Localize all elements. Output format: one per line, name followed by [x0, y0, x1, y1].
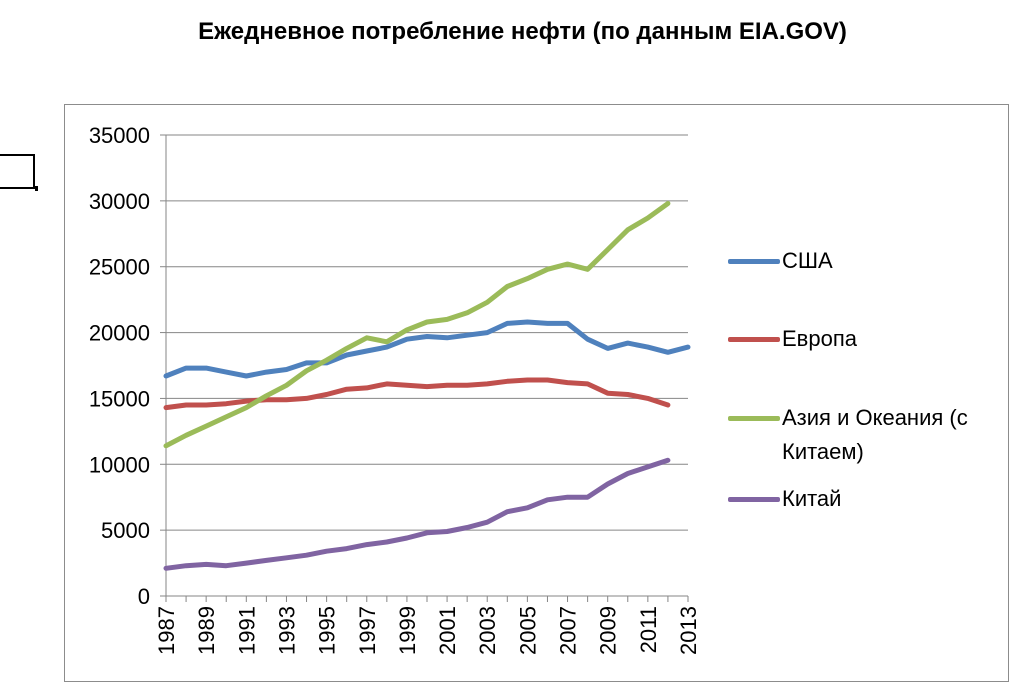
x-tick-label-0: 1987	[154, 606, 179, 655]
stray-box-shape	[0, 154, 35, 189]
y-tick-label-1: 5000	[101, 518, 150, 543]
y-tick-label-5: 25000	[89, 255, 150, 280]
legend-label-europe: Европа	[782, 326, 857, 351]
x-tick-label-4: 1995	[315, 606, 340, 655]
x-tick-label-11: 2009	[596, 606, 621, 655]
legend-swatch-asia-oceania	[728, 416, 780, 421]
chart-frame	[64, 104, 1009, 682]
x-tick-label-10: 2007	[556, 606, 581, 655]
x-tick-label-8: 2003	[475, 606, 500, 655]
legend-swatch-china	[728, 497, 780, 502]
x-tick-label-1: 1989	[194, 606, 219, 655]
legend-label-asia-oceania: Азия и Океания (с Китаем)	[782, 405, 968, 464]
series-line-1	[163, 377, 671, 411]
y-tick-label-7: 35000	[89, 123, 150, 148]
x-tick-label-12: 2011	[636, 606, 661, 653]
legend-label-usa: США	[782, 248, 833, 273]
x-tick-label-2: 1991	[234, 606, 259, 655]
x-tick-label-5: 1997	[355, 606, 380, 655]
y-tick-label-2: 10000	[89, 452, 150, 477]
series-line-0	[163, 319, 691, 379]
stray-box-handle	[35, 186, 38, 191]
series-line-3	[163, 457, 671, 571]
x-tick-label-13: 2013	[676, 606, 701, 655]
y-tick-label-3: 15000	[89, 386, 150, 411]
x-tick-label-7: 2001	[435, 606, 460, 655]
y-tick-label-0: 0	[138, 584, 150, 609]
legend-swatch-europe	[728, 337, 780, 342]
legend-swatch-usa	[728, 259, 780, 264]
x-tick-label-3: 1993	[274, 606, 299, 655]
series-line-2	[163, 201, 671, 449]
y-tick-label-4: 20000	[89, 321, 150, 346]
y-tick-label-6: 30000	[89, 189, 150, 214]
x-tick-label-6: 1999	[395, 606, 420, 655]
x-tick-label-9: 2005	[515, 606, 540, 655]
chart-title: Ежедневное потребление нефти (по данным …	[198, 18, 847, 45]
legend-label-china: Китай	[782, 486, 842, 511]
